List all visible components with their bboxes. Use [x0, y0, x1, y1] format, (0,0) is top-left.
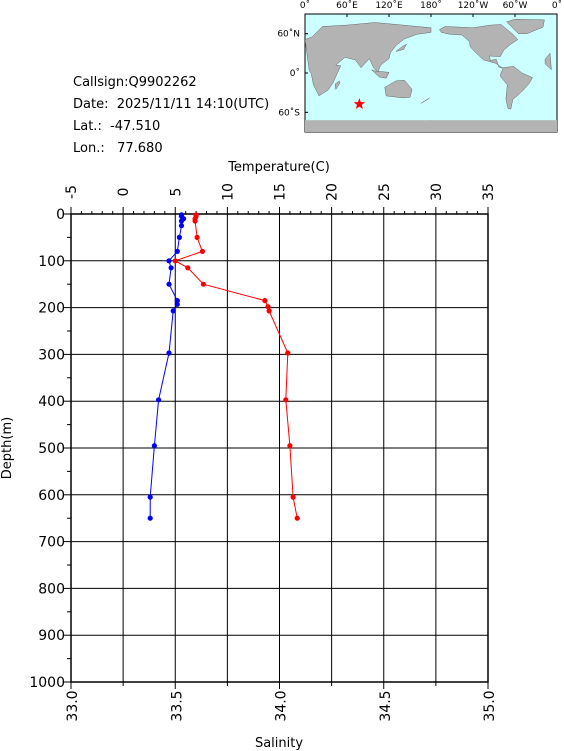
data-point — [166, 258, 172, 264]
data-point — [166, 281, 172, 287]
data-point — [285, 350, 291, 356]
map-lon-label: 180˚ — [420, 0, 442, 11]
data-point — [174, 298, 180, 304]
longitude-text: Lon.: 77.680 — [73, 141, 163, 156]
data-point — [199, 248, 205, 254]
data-point — [262, 298, 268, 304]
temperature-tick-label: 15 — [273, 183, 289, 201]
data-point — [178, 223, 185, 229]
date-text: Date: 2025/11/11 14:10(UTC) — [73, 97, 270, 112]
map-lon-label: 60˚E — [336, 0, 358, 11]
depth-tick-label: 1000 — [29, 675, 65, 691]
depth-tick-label: 200 — [38, 301, 65, 317]
callsign-text: Callsign:Q9902262 — [73, 75, 197, 90]
land-shape — [506, 18, 545, 34]
map-lon-label: 120˚W — [458, 0, 489, 11]
temperature-tick-label: 0 — [116, 188, 132, 197]
data-point — [283, 397, 289, 403]
land-shape — [395, 43, 408, 52]
data-point — [294, 515, 300, 521]
map-lat-label: 60˚S — [278, 107, 300, 118]
data-point — [166, 350, 172, 356]
map-land — [304, 18, 557, 132]
temperature-axis-title: Temperature(C) — [227, 160, 330, 175]
data-point — [266, 308, 272, 314]
map-lon-label: 60˚W — [503, 0, 528, 11]
data-point — [147, 515, 153, 521]
latitude-text: Lat.: -47.510 — [73, 119, 161, 134]
temperature-tick-label: 30 — [429, 183, 445, 201]
data-point — [194, 234, 200, 240]
land-shape — [439, 24, 533, 110]
depth-tick-label: 700 — [38, 535, 65, 551]
data-point — [287, 443, 293, 449]
salinity-tick-label: 34.5 — [378, 690, 394, 721]
temperature-tick-label: 20 — [325, 183, 341, 201]
temperature-tick-label: 10 — [220, 183, 236, 201]
data-point — [170, 308, 176, 314]
data-series — [147, 212, 300, 521]
station-info: Callsign:Q9902262 Date: 2025/11/11 14:10… — [73, 72, 269, 160]
depth-tick-label: 500 — [38, 441, 65, 457]
map-lon-label: 0˚ — [300, 0, 310, 11]
depth-tick-label: 0 — [56, 207, 65, 223]
data-point — [156, 397, 162, 403]
depth-tick-label: 400 — [38, 394, 65, 410]
depth-tick-label: 300 — [38, 347, 65, 363]
antarctica-shape — [305, 120, 557, 132]
depth-tick-label: 800 — [38, 581, 65, 597]
data-point — [200, 281, 206, 287]
map-lat-label: 0˚ — [290, 68, 300, 79]
map-lon-label: 120˚E — [375, 0, 403, 11]
station-marker-icon — [353, 98, 366, 109]
land-shape — [544, 52, 552, 71]
land-shape — [334, 80, 341, 91]
temperature-tick-label: 5 — [168, 188, 184, 197]
land-shape — [384, 79, 413, 99]
land-shape — [421, 97, 430, 104]
salinity-tick-label: 33.0 — [65, 690, 81, 721]
salinity-tick-label: 34.0 — [274, 690, 290, 721]
salinity-tick-label: 35.0 — [482, 690, 498, 721]
map-lon-label: 0˚ — [552, 0, 562, 11]
salinity-axis-title: Salinity — [255, 736, 303, 751]
data-point — [176, 234, 182, 240]
depth-tick-label: 100 — [38, 254, 65, 270]
map-labels: 0˚ 60˚E 120˚E 180˚ 120˚W 60˚W 0˚ 60˚N 0˚ 60˚S — [277, 0, 562, 118]
map-lat-label: 60˚N — [277, 29, 300, 40]
salinity-tick-label: 33.5 — [169, 690, 185, 721]
depth-axis-title: Depth(m) — [0, 417, 15, 479]
grid-lines — [70, 213, 489, 683]
data-point — [174, 301, 180, 307]
data-point — [168, 265, 174, 271]
depth-tick-label: 600 — [38, 488, 65, 504]
data-point — [172, 258, 178, 264]
land-shape — [371, 69, 390, 79]
data-point — [151, 443, 157, 449]
data-point — [192, 218, 198, 224]
temperature-tick-label: -5 — [64, 185, 80, 199]
data-point — [265, 304, 271, 310]
data-point — [290, 494, 296, 500]
depth-tick-label: 900 — [38, 628, 65, 644]
data-point — [147, 494, 153, 500]
temperature-tick-label: 25 — [377, 183, 393, 201]
tick-labels: 0 100 200 300 400 500 600 700 800 900 1000 -5 0 5 10 15… — [29, 183, 498, 722]
temperature-tick-label: 35 — [481, 183, 497, 201]
plot-frame — [70, 213, 489, 683]
data-point — [174, 248, 180, 254]
data-point — [185, 265, 191, 271]
data-point — [178, 218, 185, 224]
